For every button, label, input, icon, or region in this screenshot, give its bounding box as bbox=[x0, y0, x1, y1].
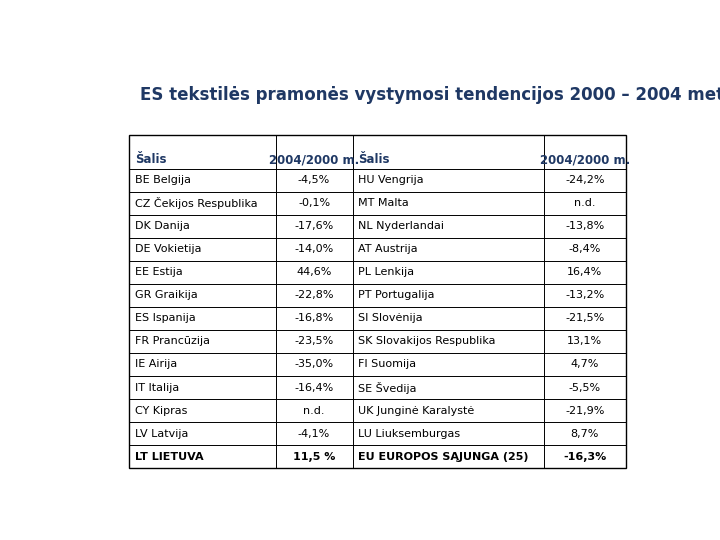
Text: -16,4%: -16,4% bbox=[294, 382, 333, 393]
Text: FI Suomija: FI Suomija bbox=[359, 360, 417, 369]
Text: -22,8%: -22,8% bbox=[294, 291, 334, 300]
Text: -21,9%: -21,9% bbox=[565, 406, 604, 416]
Text: GR Graikija: GR Graikija bbox=[135, 291, 198, 300]
Text: DE Vokietija: DE Vokietija bbox=[135, 245, 202, 254]
Text: -0,1%: -0,1% bbox=[298, 198, 330, 208]
Text: 2004/2000 m.: 2004/2000 m. bbox=[539, 153, 630, 166]
Text: CZ Čekijos Respublika: CZ Čekijos Respublika bbox=[135, 197, 258, 210]
Text: SI Slovėnija: SI Slovėnija bbox=[359, 313, 423, 323]
Text: 2004/2000 m.: 2004/2000 m. bbox=[269, 153, 359, 166]
Text: PT Portugalija: PT Portugalija bbox=[359, 291, 435, 300]
Text: EE Estija: EE Estija bbox=[135, 267, 183, 278]
Text: 13,1%: 13,1% bbox=[567, 336, 602, 347]
Text: -24,2%: -24,2% bbox=[565, 176, 605, 185]
Text: FR Prancūzija: FR Prancūzija bbox=[135, 336, 210, 347]
Text: -13,8%: -13,8% bbox=[565, 221, 604, 231]
Text: 11,5 %: 11,5 % bbox=[293, 451, 336, 462]
Text: NL Nyderlandai: NL Nyderlandai bbox=[359, 221, 444, 231]
Text: -4,5%: -4,5% bbox=[298, 176, 330, 185]
Text: LT LIETUVA: LT LIETUVA bbox=[135, 451, 204, 462]
Text: ES Ispanija: ES Ispanija bbox=[135, 313, 196, 323]
Text: -16,3%: -16,3% bbox=[563, 451, 606, 462]
Text: SK Slovakijos Respublika: SK Slovakijos Respublika bbox=[359, 336, 496, 347]
Text: ES tekstilės pramonės vystymosi tendencijos 2000 – 2004 metais: ES tekstilės pramonės vystymosi tendenci… bbox=[140, 85, 720, 104]
Text: n.d.: n.d. bbox=[574, 198, 595, 208]
Text: -4,1%: -4,1% bbox=[298, 429, 330, 438]
Text: DK Danija: DK Danija bbox=[135, 221, 190, 231]
Text: n.d.: n.d. bbox=[303, 406, 325, 416]
Text: -23,5%: -23,5% bbox=[294, 336, 333, 347]
Text: AT Austrija: AT Austrija bbox=[359, 245, 418, 254]
Text: -5,5%: -5,5% bbox=[569, 382, 600, 393]
Text: LU Liuksemburgas: LU Liuksemburgas bbox=[359, 429, 461, 438]
Text: 44,6%: 44,6% bbox=[297, 267, 332, 278]
Text: -16,8%: -16,8% bbox=[294, 313, 333, 323]
Text: 8,7%: 8,7% bbox=[570, 429, 599, 438]
Text: 4,7%: 4,7% bbox=[570, 360, 599, 369]
Text: Šalis: Šalis bbox=[359, 153, 390, 166]
Text: UK Junginė Karalystė: UK Junginė Karalystė bbox=[359, 406, 474, 416]
Text: EU EUROPOS SĄJUNGA (25): EU EUROPOS SĄJUNGA (25) bbox=[359, 451, 529, 462]
Text: -21,5%: -21,5% bbox=[565, 313, 604, 323]
Text: BE Belgija: BE Belgija bbox=[135, 176, 191, 185]
Text: -8,4%: -8,4% bbox=[569, 245, 601, 254]
Text: CY Kipras: CY Kipras bbox=[135, 406, 187, 416]
Text: 16,4%: 16,4% bbox=[567, 267, 603, 278]
Text: -13,2%: -13,2% bbox=[565, 291, 604, 300]
Text: HU Vengrija: HU Vengrija bbox=[359, 176, 424, 185]
Text: -35,0%: -35,0% bbox=[294, 360, 333, 369]
Text: -14,0%: -14,0% bbox=[294, 245, 333, 254]
Text: -17,6%: -17,6% bbox=[294, 221, 333, 231]
Text: LV Latvija: LV Latvija bbox=[135, 429, 189, 438]
Text: Šalis: Šalis bbox=[135, 153, 166, 166]
Text: SE Švedija: SE Švedija bbox=[359, 382, 417, 394]
Text: IE Airija: IE Airija bbox=[135, 360, 177, 369]
Text: PL Lenkija: PL Lenkija bbox=[359, 267, 415, 278]
Text: IT Italija: IT Italija bbox=[135, 382, 179, 393]
Text: MT Malta: MT Malta bbox=[359, 198, 409, 208]
